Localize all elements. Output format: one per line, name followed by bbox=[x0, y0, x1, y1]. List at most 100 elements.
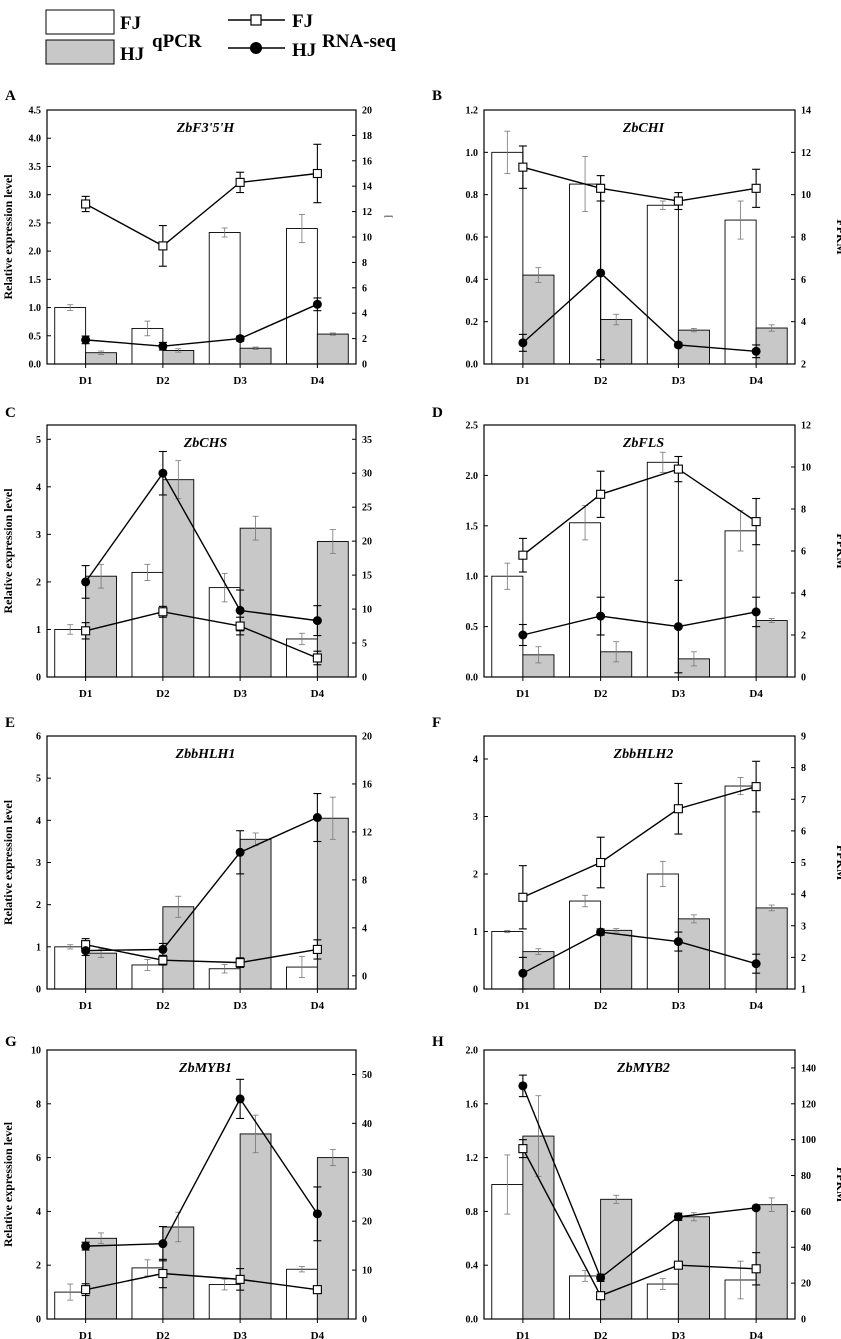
ytick-label-right-c-5: 25 bbox=[362, 503, 372, 514]
xtick-label-e-d1: D1 bbox=[79, 1000, 92, 1012]
xtick-label-d-d3: D3 bbox=[672, 688, 686, 700]
bar-fj-d-d3 bbox=[646, 461, 679, 678]
marker-rnaseq-hj-h-d1 bbox=[518, 1081, 528, 1091]
marker-rnaseq-fj-d-d3 bbox=[673, 464, 683, 474]
xtick-label-h-d1: D1 bbox=[516, 1330, 529, 1339]
xtick-label-c-d3: D3 bbox=[233, 688, 247, 700]
ytick-label-right-a-6: 12 bbox=[362, 207, 372, 218]
xtick-label-b-d3: D3 bbox=[672, 375, 686, 387]
bar-fj-f-d3 bbox=[646, 873, 679, 990]
ytick-label-left-a-6: 3.0 bbox=[29, 190, 42, 201]
marker-rnaseq-hj-f-d4 bbox=[751, 959, 761, 969]
marker-rnaseq-fj-g-d4 bbox=[312, 1285, 322, 1295]
ytick-label-left-d-5: 2.5 bbox=[466, 421, 479, 432]
ytick-label-left-g-2: 4 bbox=[36, 1207, 41, 1218]
ytick-label-left-e-5: 5 bbox=[36, 774, 41, 785]
bar-fj-b-d2 bbox=[569, 183, 602, 365]
ytick-label-left-h-0: 0.0 bbox=[466, 1315, 479, 1326]
ytick-label-right-a-7: 14 bbox=[362, 182, 372, 193]
ytick-label-right-b-6: 14 bbox=[801, 106, 811, 117]
line-rnaseq-fj-a bbox=[85, 172, 318, 247]
ytick-label-right-e-2: 8 bbox=[362, 875, 367, 886]
ytick-label-right-f-7: 8 bbox=[801, 763, 806, 774]
marker-rnaseq-hj-a-d4 bbox=[312, 299, 322, 309]
bar-hj-e-d1 bbox=[85, 952, 117, 990]
ytick-label-left-h-5: 2.0 bbox=[466, 1046, 479, 1057]
ytick-label-right-f-5: 6 bbox=[801, 826, 806, 837]
bar-fj-a-d3 bbox=[208, 232, 241, 365]
ytick-label-left-b-3: 0.6 bbox=[466, 233, 479, 244]
line-rnaseq-hj-c bbox=[85, 471, 318, 622]
y2extra-a: [ bbox=[384, 215, 394, 218]
legend-hj-label: HJ bbox=[120, 44, 144, 65]
ytick-label-right-d-0: 0 bbox=[801, 673, 806, 684]
marker-rnaseq-hj-g-d3 bbox=[235, 1094, 245, 1104]
xtick-label-c-d4: D4 bbox=[311, 688, 325, 700]
marker-rnaseq-fj-e-d2 bbox=[158, 955, 168, 965]
ytick-label-right-c-4: 20 bbox=[362, 537, 372, 548]
ytick-label-right-h-2: 40 bbox=[801, 1243, 811, 1254]
ylabel-a: Relative expression level bbox=[1, 174, 15, 300]
ytick-label-right-a-10: 20 bbox=[362, 106, 372, 117]
panel-letter-h: H bbox=[432, 1034, 444, 1050]
bar-fj-a-d1 bbox=[54, 307, 87, 365]
panel-letter-f: F bbox=[432, 715, 441, 731]
line-rnaseq-hj-e bbox=[85, 816, 318, 952]
marker-rnaseq-fj-b-d3 bbox=[673, 196, 683, 206]
xtick-label-f-d4: D4 bbox=[749, 1000, 763, 1012]
ytick-label-left-b-2: 0.4 bbox=[466, 275, 479, 286]
ytick-label-right-a-5: 10 bbox=[362, 233, 372, 244]
marker-rnaseq-hj-d-d3 bbox=[673, 622, 683, 632]
marker-rnaseq-hj-h-d2 bbox=[596, 1273, 606, 1283]
marker-rnaseq-fj-h-d4 bbox=[751, 1264, 761, 1274]
marker-rnaseq-fj-e-d3 bbox=[235, 958, 245, 968]
ytick-label-right-f-4: 5 bbox=[801, 858, 806, 869]
ytick-label-left-g-3: 6 bbox=[36, 1153, 41, 1164]
panel-letter-d: D bbox=[432, 405, 443, 421]
bar-hj-g-d4 bbox=[316, 1157, 349, 1320]
ytick-label-right-c-3: 15 bbox=[362, 571, 372, 582]
ytick-label-right-c-0: 0 bbox=[362, 673, 367, 684]
chart-title-a: ZbF3'5'H bbox=[176, 121, 236, 136]
bar-fj-h-d2 bbox=[569, 1275, 602, 1320]
bar-hj-a-d4 bbox=[316, 333, 349, 365]
chart-title-h: ZbMYB2 bbox=[616, 1061, 670, 1076]
ytick-label-left-d-3: 1.5 bbox=[466, 521, 479, 532]
ytick-label-right-f-8: 9 bbox=[801, 732, 806, 743]
bar-hj-h-d3 bbox=[677, 1216, 710, 1320]
ytick-label-right-f-2: 3 bbox=[801, 921, 806, 932]
ytick-label-left-c-4: 4 bbox=[36, 482, 41, 493]
xtick-label-h-d2: D2 bbox=[594, 1330, 608, 1339]
bar-hj-h-d2 bbox=[600, 1198, 633, 1320]
ytick-label-right-g-2: 20 bbox=[362, 1217, 372, 1228]
ytick-label-right-h-3: 60 bbox=[801, 1207, 811, 1218]
marker-rnaseq-hj-h-d4 bbox=[751, 1203, 761, 1213]
line-rnaseq-hj-d bbox=[522, 611, 757, 636]
bar-fj-d-d1 bbox=[491, 575, 524, 678]
line-rnaseq-fj-e bbox=[85, 943, 318, 964]
marker-rnaseq-fj-f-d3 bbox=[673, 804, 683, 814]
ytick-label-right-b-5: 12 bbox=[801, 148, 811, 159]
ytick-label-right-b-0: 2 bbox=[801, 360, 806, 371]
ytick-label-right-g-5: 50 bbox=[362, 1070, 372, 1081]
xtick-label-a-d2: D2 bbox=[156, 375, 170, 387]
xtick-label-e-d3: D3 bbox=[233, 1000, 247, 1012]
ytick-label-right-a-3: 6 bbox=[362, 283, 367, 294]
marker-rnaseq-hj-c-d3 bbox=[235, 605, 245, 615]
chart-title-f: ZbbHLH2 bbox=[613, 747, 674, 762]
ytick-label-left-e-3: 3 bbox=[36, 858, 41, 869]
line-rnaseq-hj-f bbox=[522, 931, 757, 974]
ytick-label-right-c-2: 10 bbox=[362, 605, 372, 616]
line-rnaseq-fj-g bbox=[85, 1272, 318, 1291]
ytick-label-left-a-0: 0.0 bbox=[29, 360, 42, 371]
chart-title-e: ZbbHLH1 bbox=[175, 747, 236, 762]
marker-rnaseq-fj-h-d3 bbox=[673, 1260, 683, 1270]
bar-fj-a-d4 bbox=[286, 228, 318, 365]
marker-rnaseq-fj-a-d3 bbox=[235, 177, 245, 187]
legend-rnaseq-hj-marker bbox=[250, 42, 262, 54]
marker-rnaseq-hj-e-d2 bbox=[158, 944, 168, 954]
xtick-label-d-d2: D2 bbox=[594, 688, 608, 700]
ytick-label-left-c-3: 3 bbox=[36, 530, 41, 541]
bar-hj-c-d4 bbox=[316, 541, 349, 678]
plot-frame-g bbox=[46, 1049, 357, 1320]
